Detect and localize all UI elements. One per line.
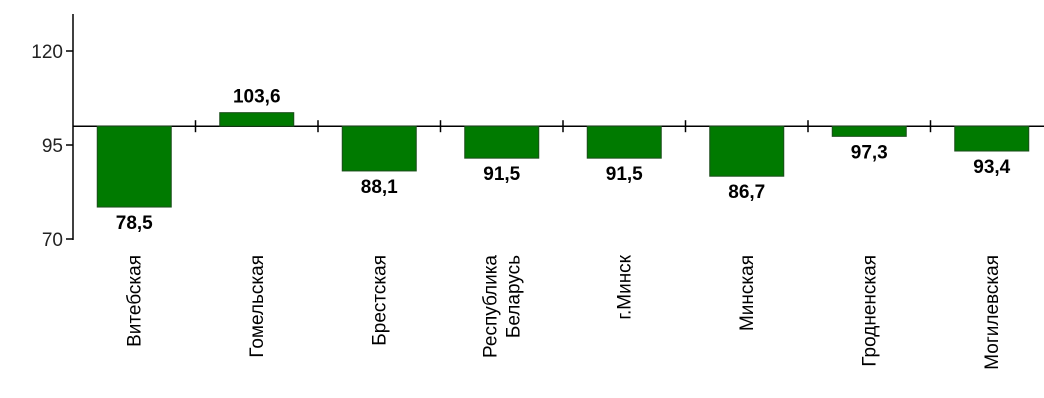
category-label: Республика (480, 255, 501, 358)
y-tick-label: 70 (42, 230, 63, 251)
chart-bars (96, 112, 1030, 208)
data-label: 86,7 (728, 182, 765, 203)
category-label: Брестская (369, 255, 390, 346)
chart-labels: 78,5 Витебская 103,6 Гомельская 88,1 Брестска… (116, 87, 1011, 370)
data-label: 91,5 (606, 164, 643, 185)
bar (831, 125, 907, 137)
category-label: г.Минск (614, 254, 635, 319)
data-label: 103,6 (233, 87, 281, 108)
bar (96, 125, 172, 208)
data-label: 93,4 (973, 157, 1010, 178)
data-label: 78,5 (116, 213, 153, 234)
data-label: 97,3 (851, 142, 888, 163)
category-label: Беларусь (503, 255, 524, 338)
category-label: Витебская (124, 255, 145, 347)
bar (709, 125, 785, 177)
y-tick-label: 120 (31, 42, 63, 63)
bar (954, 125, 1030, 152)
bar (586, 125, 662, 159)
bar (341, 125, 417, 172)
data-label: 88,1 (361, 177, 398, 198)
y-tick-label: 95 (42, 136, 63, 157)
bar (464, 125, 540, 159)
bar (219, 112, 295, 127)
category-label: Гомельская (247, 255, 268, 358)
data-label: 91,5 (483, 164, 520, 185)
category-label: Минская (737, 255, 758, 331)
category-label: Гродненская (859, 255, 880, 367)
category-label: Могилевская (982, 255, 1003, 370)
